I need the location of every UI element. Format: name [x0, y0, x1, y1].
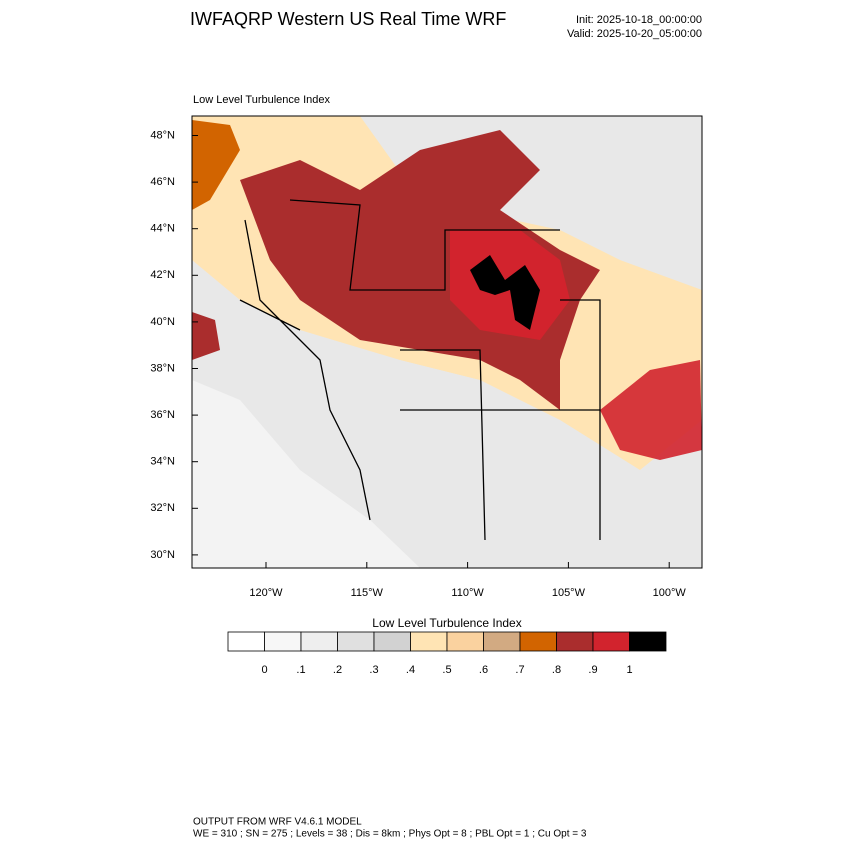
lat-label: 36°N — [150, 409, 175, 421]
colorbar: 0 .1 .2 .3 .4 .5 .6 .7 .8 .9 1 — [227, 631, 667, 676]
valid-time: Valid: 2025-10-20_05:00:00 — [567, 28, 702, 40]
field-high-east — [600, 360, 702, 460]
lat-label: 32°N — [150, 502, 175, 514]
colorbar-label: .1 — [296, 664, 305, 676]
colorbar-title: Low Level Turbulence Index — [372, 616, 521, 630]
ocean-area — [192, 380, 420, 568]
lat-label: 44°N — [150, 223, 175, 235]
colorbar-label: .4 — [406, 664, 415, 676]
lat-label: 48°N — [150, 129, 175, 141]
lat-label: 42°N — [150, 269, 175, 281]
colorbar-label: .5 — [442, 664, 451, 676]
colorbar-label: .7 — [515, 664, 524, 676]
lon-label: 105°W — [552, 587, 586, 599]
field-high — [240, 130, 600, 410]
colorbar-box — [592, 631, 630, 652]
colorbar-label: 1 — [626, 664, 632, 676]
colorbar-box — [483, 631, 521, 652]
colorbar-box — [264, 631, 302, 652]
lat-label: 38°N — [150, 362, 175, 374]
colorbar-box — [300, 631, 338, 652]
colorbar-label: 0 — [261, 664, 267, 676]
colorbar-label: .6 — [479, 664, 488, 676]
colorbar-box — [227, 631, 265, 652]
footer-line: WE = 310 ; SN = 275 ; Levels = 38 ; Dis … — [193, 829, 587, 840]
title: IWFAQRP Western US Real Time WRF — [190, 9, 506, 29]
colorbar-label: .8 — [552, 664, 561, 676]
colorbar-label: .2 — [333, 664, 342, 676]
field-max — [470, 255, 540, 330]
colorbar-label: .9 — [588, 664, 597, 676]
colorbar-box — [373, 631, 411, 652]
map — [191, 115, 703, 569]
lat-label: 46°N — [150, 176, 175, 188]
lon-label: 115°W — [351, 587, 384, 599]
colorbar-box — [410, 631, 448, 652]
colorbar-box — [519, 631, 557, 652]
colorbar-box — [556, 631, 594, 652]
init-time: Init: 2025-10-18_00:00:00 — [576, 14, 702, 26]
lat-label: 30°N — [150, 549, 175, 561]
lon-labels: 120°W 115°W 110°W 105°W 100°W — [249, 562, 686, 599]
lon-label: 120°W — [249, 587, 283, 599]
lat-labels: 48°N 46°N 44°N 42°N 40°N 38°N 36°N 34°N 32°N 30°N — [150, 129, 198, 561]
lon-label: 100°W — [653, 587, 687, 599]
lon-label: 110°W — [451, 587, 484, 599]
map-frame — [191, 115, 703, 569]
field-west — [192, 120, 240, 210]
footer-line: OUTPUT FROM WRF V4.6.1 MODEL — [193, 817, 362, 828]
colorbar-box — [629, 631, 667, 652]
colorbar-box — [337, 631, 375, 652]
colorbar-label: .3 — [369, 664, 378, 676]
state-borders — [239, 199, 601, 541]
lat-label: 34°N — [150, 456, 175, 468]
colorbar-box — [446, 631, 484, 652]
field-coast — [192, 312, 220, 360]
lat-label: 40°N — [150, 316, 175, 328]
map-subtitle: Low Level Turbulence Index — [193, 94, 330, 106]
